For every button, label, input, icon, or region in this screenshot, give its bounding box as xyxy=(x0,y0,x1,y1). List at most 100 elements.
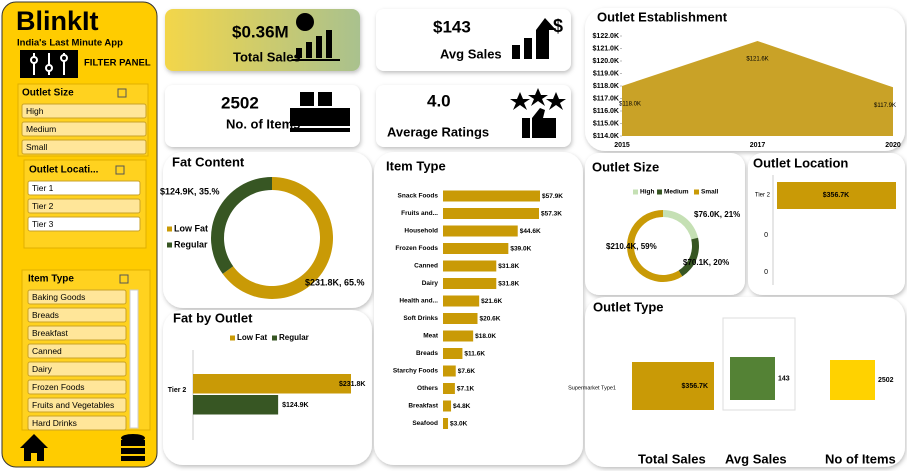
y-tick-label: $121.0K xyxy=(593,45,619,52)
value-label: 2502 xyxy=(878,377,894,384)
y-tick-label: Others xyxy=(417,385,438,392)
y-tick-label: $122.0K xyxy=(593,33,619,40)
kpi-value: 2502 xyxy=(221,93,259,112)
bar xyxy=(443,260,497,272)
dollar-icon: $ xyxy=(553,16,563,36)
value-label: $57.3K xyxy=(541,211,562,218)
area xyxy=(622,41,893,136)
slicer-clear[interactable] xyxy=(115,165,125,175)
value-label: $7.6K xyxy=(458,368,476,375)
y-tick-label: Tier 2 xyxy=(168,387,187,394)
y-tick-label: Breads xyxy=(416,350,438,357)
donut-slice xyxy=(663,210,699,240)
y-tick-label: Breakfast xyxy=(408,403,438,410)
slicer-item[interactable] xyxy=(27,198,141,214)
kpi-label: No. of Items xyxy=(226,116,300,131)
value-label: $3.0K xyxy=(450,421,468,428)
y-tick-label: $117.0K xyxy=(593,95,619,102)
bar xyxy=(443,400,452,412)
slicer-item[interactable] xyxy=(27,216,141,232)
value-label: $121.6K xyxy=(746,57,768,63)
slicer-item[interactable] xyxy=(27,325,127,341)
legend-swatch xyxy=(167,242,172,248)
slicer-item[interactable] xyxy=(27,397,127,413)
y-tick-label: Meat xyxy=(423,333,439,340)
value-label: $39.0K xyxy=(510,246,531,253)
tagline: India's Last Minute App xyxy=(17,38,123,49)
kpi-label: Avg Sales xyxy=(440,46,502,61)
legend-swatch xyxy=(272,335,277,341)
slicer-item[interactable] xyxy=(21,139,147,155)
bar xyxy=(777,182,896,209)
bar xyxy=(632,362,714,410)
slicer-item-label: Tier 1 xyxy=(32,183,54,193)
scrollbar[interactable] xyxy=(129,289,139,429)
bar xyxy=(443,243,509,254)
value-label: $124.9K xyxy=(282,402,308,409)
slicer-item-label: Baking Goods xyxy=(32,292,85,302)
slicer-item[interactable] xyxy=(21,103,147,119)
legend-label: Regular xyxy=(174,239,208,249)
y-tick-label: $118.0K xyxy=(593,83,619,90)
bar xyxy=(443,190,540,202)
legend-swatch xyxy=(230,335,235,341)
bar xyxy=(830,360,875,400)
slicer-item-label: Fruits and Vegetables xyxy=(32,400,114,410)
slicer-clear[interactable] xyxy=(119,274,129,284)
axis-label: 0 xyxy=(764,269,768,276)
donut-slice xyxy=(210,176,272,274)
brand: BlinkIt xyxy=(16,6,99,36)
slicer-item[interactable] xyxy=(27,307,127,323)
chart-title: Outlet Size xyxy=(592,159,659,174)
chart-title: Outlet Type xyxy=(593,299,664,314)
y-tick-label: $114.0K xyxy=(593,133,619,140)
bar xyxy=(443,365,456,377)
y-tick-label: Canned xyxy=(414,263,438,270)
y-tick-label: Dairy xyxy=(422,280,439,287)
legend-label: Medium xyxy=(664,189,689,196)
kpi-value: $0.36M xyxy=(232,22,289,41)
bar xyxy=(193,395,279,415)
bar xyxy=(443,383,455,394)
kpi-value: 4.0 xyxy=(427,91,451,110)
slicer-item-label: High xyxy=(26,106,44,116)
legend-swatch xyxy=(694,189,699,195)
x-tick-label: 2017 xyxy=(750,142,766,149)
value-label: $21.6K xyxy=(481,298,502,305)
slicer-item[interactable] xyxy=(27,415,127,431)
value-label: $18.0K xyxy=(475,333,496,340)
bar xyxy=(443,278,497,289)
slicer-item[interactable] xyxy=(21,121,147,137)
panel-label: FILTER PANEL xyxy=(84,58,151,69)
slicer-item[interactable] xyxy=(27,180,141,196)
legend-swatch xyxy=(167,226,172,232)
database-icon[interactable] xyxy=(121,434,145,461)
filter-icon-lines xyxy=(30,53,68,75)
value-label: $4.8K xyxy=(453,403,471,410)
donut-slice xyxy=(678,237,699,277)
slicer-item-label: Canned xyxy=(32,346,62,356)
legend-label: Small xyxy=(701,189,719,196)
donut-slice xyxy=(626,210,683,282)
slicer-clear[interactable] xyxy=(117,88,127,98)
kpi-card xyxy=(376,9,571,71)
panel xyxy=(748,153,905,295)
home-icon[interactable] xyxy=(20,434,48,461)
y-tick-label: $115.0K xyxy=(593,120,619,127)
series-name: Avg Sales xyxy=(725,451,787,466)
chart-title: Outlet Establishment xyxy=(597,9,728,24)
y-tick-label: $120.0K xyxy=(593,58,619,65)
legend-swatch xyxy=(657,189,662,195)
slicer-item[interactable] xyxy=(27,361,127,377)
slicer-item[interactable] xyxy=(27,289,127,305)
y-tick-label: Seafood xyxy=(412,420,438,427)
value-label: $231.8K, 65.% xyxy=(305,277,365,287)
bar xyxy=(443,418,449,429)
value-label: $231.8K xyxy=(339,381,365,388)
slicer-item[interactable] xyxy=(27,343,127,359)
legend-label: Regular xyxy=(279,333,309,342)
value-label: $11.6K xyxy=(464,351,485,358)
slicer-item[interactable] xyxy=(27,379,127,395)
chart-title: Fat by Outlet xyxy=(173,310,253,325)
